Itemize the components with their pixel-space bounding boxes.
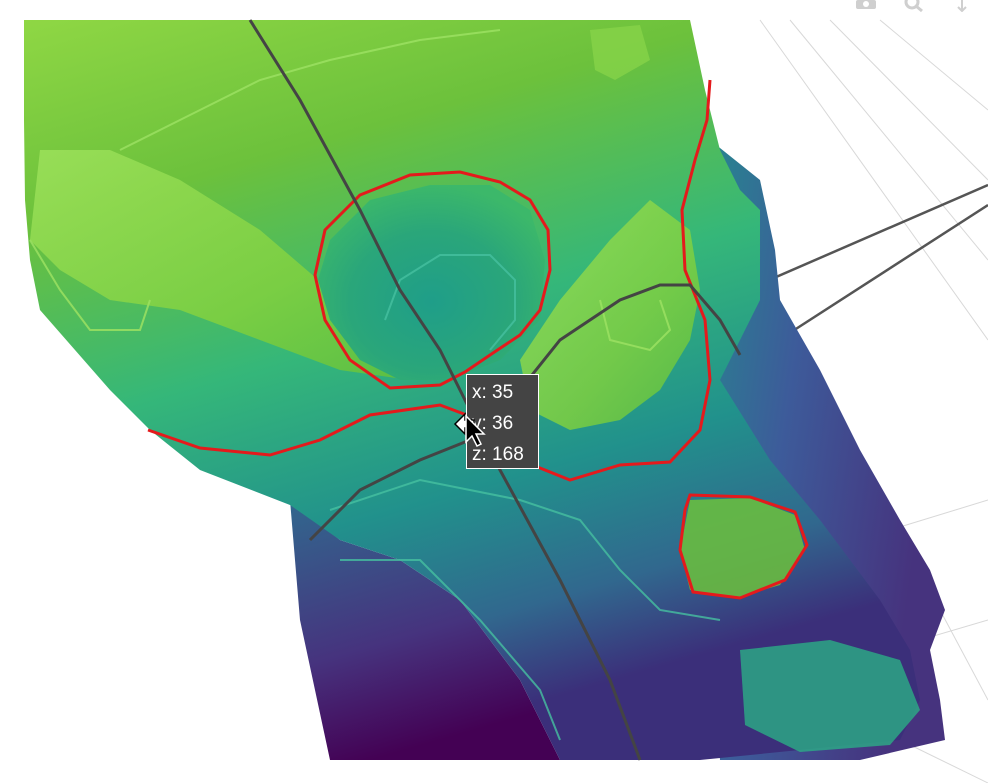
- contour-bowl: [313, 170, 552, 390]
- surface-plateau: [680, 498, 805, 598]
- grid-line: [889, 499, 988, 531]
- contour-line: [329, 478, 721, 621]
- grid-line: [759, 19, 988, 341]
- tertiary-contours: [329, 254, 721, 741]
- hover-y: y: 36: [472, 413, 514, 434]
- surface-ridge-right: [520, 200, 700, 430]
- path-lines: [248, 19, 742, 761]
- hover-z: z: 168: [472, 444, 524, 465]
- contour-main: [147, 79, 712, 482]
- grid-line: [789, 19, 988, 261]
- path-line: [308, 283, 742, 542]
- surface-bowl: [318, 185, 545, 380]
- contour-plateau: [678, 493, 809, 600]
- mouse-cursor-icon: [453, 412, 486, 448]
- zoom-icon[interactable]: [902, 0, 926, 12]
- grid-line: [899, 739, 988, 783]
- pan-icon[interactable]: [950, 0, 974, 12]
- surface-lower-left: [290, 500, 560, 760]
- highlight-contours: [147, 79, 809, 600]
- surface-lower-pad: [740, 640, 920, 752]
- hover-tooltip: x: 35 y: 36 z: 168: [466, 374, 539, 469]
- grid-line: [829, 19, 988, 181]
- contour-line: [599, 299, 672, 352]
- modebar: [854, 0, 974, 16]
- secondary-contours: [29, 29, 672, 352]
- path-line: [248, 19, 642, 761]
- contour-line: [119, 29, 501, 151]
- contour-line: [340, 559, 561, 741]
- hover-x: x: 35: [472, 382, 514, 403]
- contour-line: [384, 254, 516, 351]
- camera-icon[interactable]: [854, 0, 878, 12]
- contour-line: [29, 239, 151, 331]
- grid-line: [879, 19, 988, 111]
- surface-terrace: [590, 25, 650, 80]
